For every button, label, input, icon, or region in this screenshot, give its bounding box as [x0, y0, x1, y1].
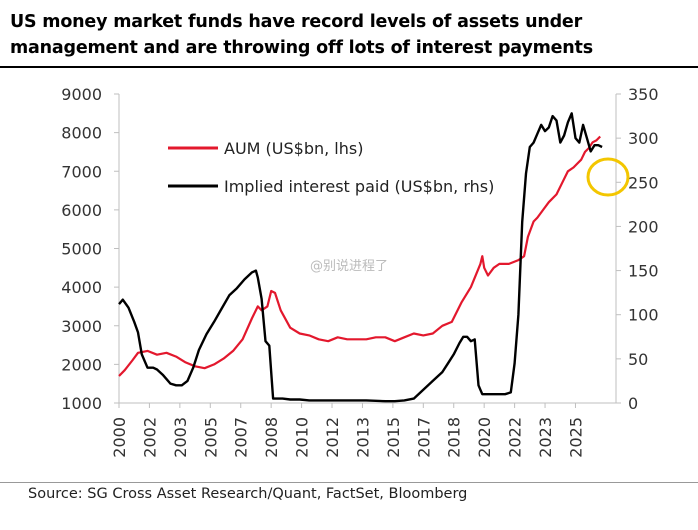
x-axis-tick-label: 2003	[171, 417, 190, 458]
x-axis-tick-label: 2002	[140, 417, 159, 458]
x-axis-tick-label: 2023	[536, 417, 555, 458]
x-axis-tick-label: 2017	[414, 417, 433, 458]
left-axis-tick-label: 2000	[61, 355, 102, 374]
aum-series-line	[118, 135, 601, 377]
x-axis-tick-label: 2008	[262, 417, 281, 458]
left-axis-tick-label: 3000	[61, 317, 102, 336]
chart-legend: AUM (US$bn, lhs) Implied interest paid (U…	[168, 139, 494, 196]
x-axis-tick-label: 2020	[475, 417, 494, 458]
left-axis-tick-label: 6000	[61, 201, 102, 220]
legend-label-1: AUM (US$bn, lhs)	[224, 139, 363, 158]
right-axis-tick-label: 300	[628, 129, 659, 148]
title-divider	[0, 66, 698, 68]
x-axis-tick-label: 2012	[323, 417, 342, 458]
x-axis-tick-label: 2010	[293, 417, 312, 458]
chart-title: US money market funds have record levels…	[10, 9, 694, 61]
x-axis-tick-label: 2005	[201, 417, 220, 458]
legend-label-2: Implied interest paid (US$bn, rhs)	[224, 177, 494, 196]
x-axis-tick-label: 2013	[353, 417, 372, 458]
chart-area: 1000 2000 3000 4000 5000 6000 7000 8000 9000 0 50 1…	[61, 85, 658, 458]
watermark-text: @别说进程了	[310, 259, 388, 274]
left-axis-tick-label: 1000	[61, 394, 102, 413]
x-axis-tick-label: 2007	[232, 417, 251, 458]
left-axis-tick-label: 8000	[61, 124, 102, 143]
series-layer	[118, 112, 603, 403]
x-axis-tick-label: 2018	[445, 417, 464, 458]
x-axis-tick-label: 2000	[110, 417, 129, 458]
footer-divider	[0, 482, 698, 483]
right-axis-tick-label: 150	[628, 262, 659, 281]
left-axis-tick-label: 4000	[61, 278, 102, 297]
source-note: Source: SG Cross Asset Research/Quant, F…	[28, 486, 468, 502]
left-axis-tick-label: 7000	[61, 162, 102, 181]
interest-series-line	[118, 112, 603, 403]
x-axis-tick-label: 2025	[566, 417, 585, 458]
left-axis-tick-label: 9000	[61, 85, 102, 104]
x-axis-tick-label: 2022	[506, 417, 525, 458]
right-axis-tick-label: 50	[628, 350, 648, 369]
right-axis-tick-label: 200	[628, 217, 659, 236]
right-axis-tick-label: 0	[628, 394, 638, 413]
annotation-layer	[586, 157, 630, 197]
highlight-circle	[586, 157, 630, 197]
chart-title-line-2: management and are throwing off lots of …	[10, 38, 593, 58]
right-axis-tick-label: 350	[628, 85, 659, 104]
chart-title-line-1: US money market funds have record levels…	[10, 12, 583, 32]
right-axis-tick-label: 100	[628, 306, 659, 325]
x-axis-tick-label: 2015	[384, 417, 403, 458]
right-axis-tick-label: 250	[628, 173, 659, 192]
chart-axes: 1000 2000 3000 4000 5000 6000 7000 8000 9000 0 50 1…	[61, 85, 658, 458]
left-axis-tick-label: 5000	[61, 240, 102, 259]
